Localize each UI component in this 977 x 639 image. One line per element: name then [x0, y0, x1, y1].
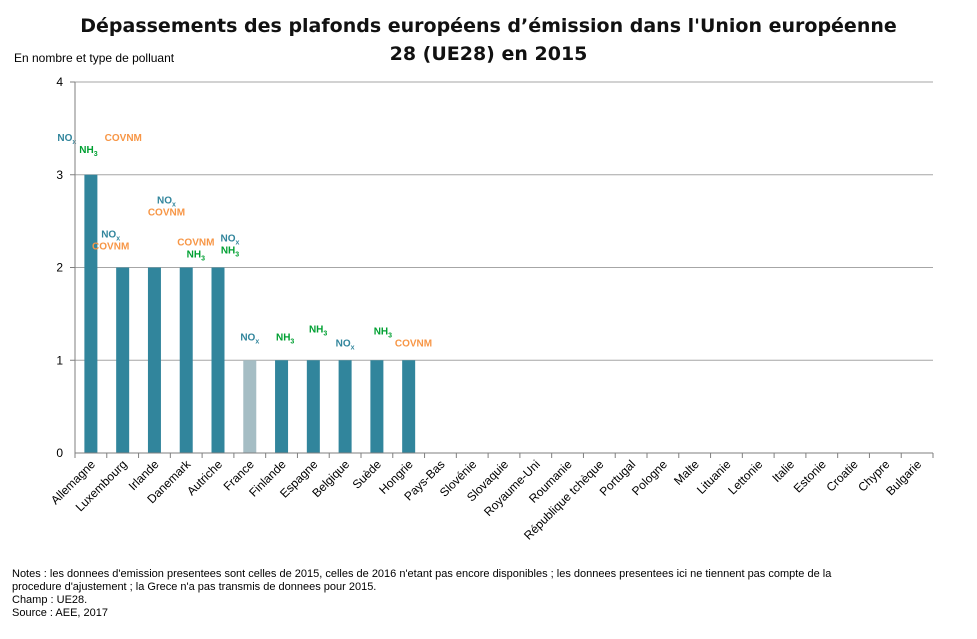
y-axis-unit-label: En nombre et type de polluant	[14, 51, 175, 65]
pollutant-label: COVNM	[105, 133, 142, 144]
pollutant-label: COVNM	[177, 238, 214, 249]
pollutant-label: COVNM	[92, 242, 129, 253]
pollutant-label: NH3	[79, 145, 97, 158]
bar-allemagne	[84, 174, 98, 453]
bar-espagne	[306, 360, 320, 453]
chart-title-line-1: Dépassements des plafonds européens d’ém…	[80, 15, 897, 37]
y-tick-label: 0	[56, 446, 63, 460]
bar-luxembourg	[116, 267, 130, 453]
chart-notes: Notes : les donnees d'emission presentee…	[12, 568, 872, 620]
bar-irlande	[147, 267, 161, 453]
scope-text: Champ : UE28.	[12, 594, 88, 606]
pollutant-label: NH3	[221, 246, 239, 259]
y-tick-label: 2	[56, 261, 63, 275]
x-tick-label: Italie	[769, 457, 797, 485]
pollutant-label: NOx	[101, 230, 120, 243]
pollutant-label: NOx	[240, 332, 259, 345]
y-tick-label: 1	[56, 353, 63, 367]
bar-finlande	[275, 360, 289, 453]
bar-chart: NOx COVNMNH3NOxCOVNMNOxCOVNMCOVNMNH3NOxNH…	[48, 75, 934, 543]
pollutant-label: COVNM	[395, 338, 432, 349]
pollutant-label: NH3	[309, 324, 327, 337]
bar-su-de	[370, 360, 384, 453]
x-tick-label: Lettonie	[725, 457, 765, 497]
x-tick-label: Autriche	[184, 457, 225, 498]
chart-title: Dépassements des plafonds européens d’ém…	[0, 12, 977, 68]
pollutant-label: NOx	[221, 234, 240, 247]
x-tick-label: Estonie	[791, 457, 829, 495]
bar-autriche	[211, 267, 225, 453]
y-tick-label: 3	[56, 168, 63, 182]
y-tick-label: 4	[56, 75, 63, 89]
bar-hongrie	[402, 360, 416, 453]
bar-france	[243, 360, 257, 453]
x-tick-label: Pologne	[629, 457, 670, 498]
pollutant-label: NH3	[187, 250, 205, 263]
pollutant-label: NOx	[57, 133, 76, 146]
x-tick-label: Croatie	[823, 457, 860, 494]
chart-title-line-2: 28 (UE28) en 2015	[389, 43, 588, 65]
bar-danemark	[179, 267, 193, 453]
pollutant-label: NOx	[336, 338, 355, 351]
pollutant-label: NH3	[276, 332, 294, 345]
pollutant-label: NH3	[374, 326, 392, 339]
source-text: Source : AEE, 2017	[12, 607, 109, 619]
x-tick-label: Bulgarie	[883, 457, 924, 498]
note-text: Notes : les donnees d'emission presentee…	[12, 568, 832, 593]
pollutant-label: NOx	[157, 196, 176, 209]
pollutant-label: COVNM	[148, 208, 185, 219]
bar-belgique	[338, 360, 352, 453]
